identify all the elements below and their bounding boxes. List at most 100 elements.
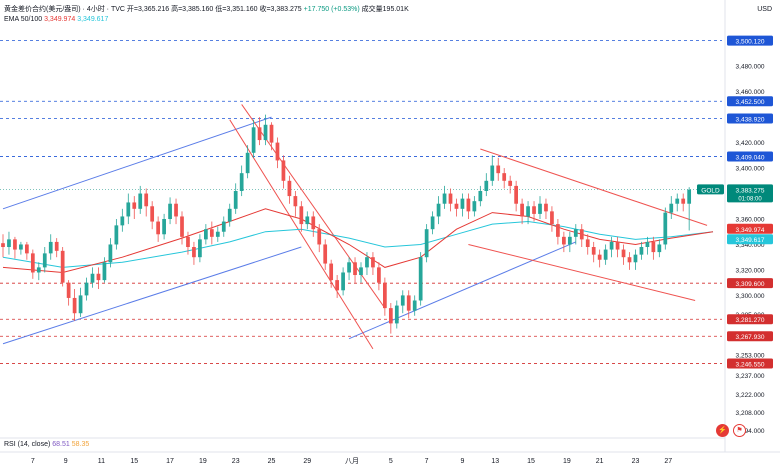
flag-icon[interactable]: ⚑ [733,424,746,437]
candle-6 [36,262,41,281]
x-tick-4: 17 [166,458,174,465]
candle-109 [651,236,656,260]
candle-95 [567,231,572,253]
x-tick-15: 19 [563,458,571,465]
candle-102 [609,236,614,258]
candle-74 [442,185,447,209]
candle-62 [371,252,375,276]
ema-lines [2,208,714,274]
candle-70 [418,252,423,306]
trendline-4[interactable] [229,119,374,350]
time-axis: 7 9 11 15 17 19 23 25 29 八月 5 7 9 13 15 19 21 23 27 [31,457,672,465]
candle-50 [299,201,304,232]
candle-21 [126,193,131,225]
candle-39 [233,183,238,214]
candle-5 [30,249,35,279]
candle-101 [603,244,608,265]
candle-97 [579,224,584,248]
candle-110 [657,239,662,258]
candle-19 [114,219,119,250]
ema100-line [2,220,714,268]
candle-67 [400,290,405,314]
price-change: +17.750 (+0.53%) [303,6,360,13]
candle-30 [180,211,184,245]
level-tag-text-5: 3,281.270 [736,317,765,324]
candle-112 [669,196,674,219]
candle-69 [412,295,417,316]
candle-98 [585,234,590,255]
x-tick-2: 11 [98,458,105,465]
y-tick-1: 3,460.000 [736,89,765,96]
currency-label[interactable]: USD [757,6,772,13]
trendlines [2,104,708,350]
y-tick-3: 3,400.000 [736,166,765,173]
candle-84 [502,168,507,189]
trendline-2[interactable] [348,241,576,340]
level-tag-7 [727,358,773,369]
candle-106 [633,249,638,270]
candle-18 [108,238,113,268]
candle-90 [538,196,542,219]
candle-51 [305,211,310,230]
gold-tag [697,184,724,195]
price-tags: 3,500.120 3,452.500 3,438.920 3,409.040 3,30… [697,35,773,369]
candle-80 [478,185,483,207]
price-tag-text-2: 3,349.617 [736,237,765,244]
candle-93 [556,219,560,245]
level-tag-text-2: 3,438.920 [736,117,765,124]
candle-33 [198,234,202,263]
x-tick-10: 5 [389,458,393,465]
x-tick-9: 八月 [345,457,359,465]
candle-1 [7,231,11,255]
trendline-3[interactable] [241,104,386,309]
candle-7 [42,247,47,273]
level-tag-4 [727,278,773,289]
candle-28 [168,197,172,225]
rsi-value: 68.51 [52,441,70,448]
candle-108 [645,236,650,255]
candle-20 [120,208,125,232]
candle-42 [251,119,256,158]
y-tick-10: 3,237.000 [736,373,765,380]
candle-99 [591,241,596,263]
ema-legend[interactable]: EMA 50/100 3,349.974 3,349.617 [4,16,108,23]
trendline-0[interactable] [2,116,272,210]
candle-22 [132,196,137,219]
rsi-legend[interactable]: RSI (14, close) 68.51 58.35 [4,441,89,448]
candle-25 [150,201,155,230]
candle-43 [257,117,262,146]
level-tag-0 [727,35,773,46]
candle-44 [263,114,268,146]
candle-38 [227,203,232,227]
trendline-5[interactable] [480,148,708,226]
y-tick-12: 3,208.000 [736,410,765,417]
candle-48 [287,175,292,204]
candle-65 [388,303,393,334]
price-tag-text-0: 3,383.275 [736,187,765,194]
x-tick-1: 9 [64,458,68,465]
candle-53 [317,224,322,253]
candle-86 [514,180,519,212]
x-tick-5: 19 [199,458,207,465]
candle-77 [460,193,465,217]
candle-8 [48,234,53,260]
candle-76 [454,198,459,217]
candle-61 [365,252,369,276]
x-tick-8: 29 [303,458,311,465]
y-tick-13: 3,194.000 [736,428,765,435]
volume: 成交量195.01K [361,6,409,13]
level-tag-1 [727,96,773,107]
flash-icon[interactable]: ⚡ [716,424,729,437]
y-tick-5: 3,340.000 [736,242,765,249]
level-tag-2 [727,113,773,124]
candle-32 [192,241,196,265]
ema50-value: 3,349.974 [44,16,76,23]
candle-107 [639,241,644,260]
trendline-6[interactable] [468,243,696,301]
ohlc-open: 开=3,365.216 [126,6,170,13]
trendline-1[interactable] [2,246,302,345]
level-tag-text-6: 3,267.930 [736,334,765,341]
candle-54 [323,239,328,270]
candle-105 [627,252,632,270]
